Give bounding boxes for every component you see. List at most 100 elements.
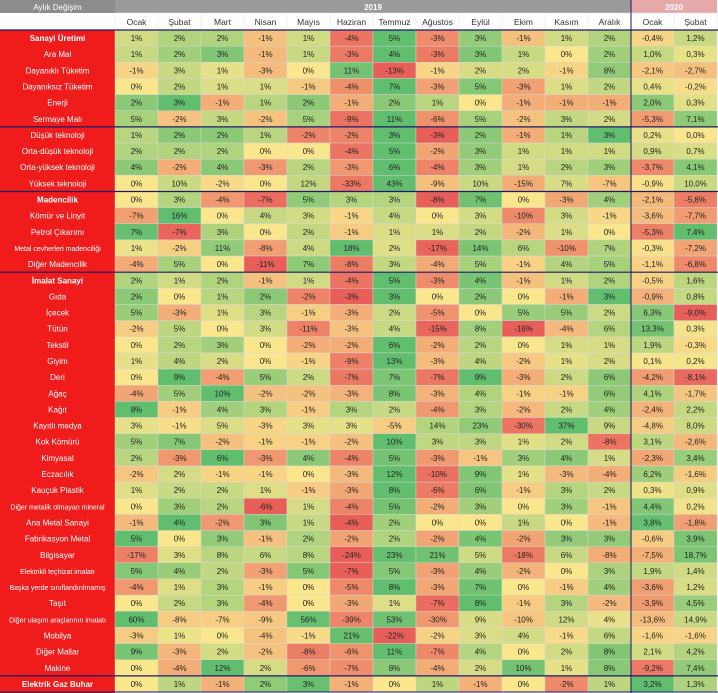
cell-value: 8% [604, 648, 616, 657]
cell-value: 0% [131, 179, 143, 188]
cell-value: 3% [475, 34, 487, 43]
cell-value: 0% [475, 99, 487, 108]
row-label: Tekstil [46, 341, 68, 350]
cell-value: 4% [174, 567, 186, 576]
cell-value: 0,9% [643, 147, 661, 156]
row-label: İçecek [46, 309, 70, 318]
cell-value: -1% [516, 599, 530, 608]
cell-value: -1% [559, 292, 573, 301]
cell-value: 0% [131, 664, 143, 673]
cell-value: -6,8% [685, 260, 706, 269]
cell-value: 1% [432, 228, 444, 237]
cell-value: -4% [344, 147, 358, 156]
cell-value: 1% [518, 470, 530, 479]
cell-value: 1,2% [686, 583, 704, 592]
cell-value: -8% [430, 196, 444, 205]
cell-value: -8% [258, 244, 272, 253]
cell-value: 10,0% [684, 179, 707, 188]
cell-value: 5% [131, 567, 143, 576]
cell-value: -3% [258, 422, 272, 431]
cell-value: 3% [604, 292, 616, 301]
cell-value: -0,2% [685, 83, 706, 92]
cell-value: -2% [129, 325, 143, 334]
cell-value: 6% [217, 454, 229, 463]
cell-value: 21% [429, 551, 445, 560]
cell-value: -2% [129, 470, 143, 479]
cell-value: -1% [301, 309, 315, 318]
row-label: Bilgisayar [40, 551, 75, 560]
cell-value: 6% [604, 389, 616, 398]
cell-value: 5% [260, 373, 272, 382]
cell-value: 2% [260, 680, 272, 689]
row-label: Metal cevherleri madenciliği [14, 246, 101, 253]
cell-value: 1% [260, 131, 272, 140]
cell-value: 2% [303, 228, 315, 237]
cell-value: 2% [217, 131, 229, 140]
cell-value: -13% [385, 66, 404, 75]
cell-value: -2% [301, 341, 315, 350]
cell-value: -4% [258, 599, 272, 608]
cell-value: -4% [430, 664, 444, 673]
cell-value: 1% [561, 131, 573, 140]
cell-value: 3% [475, 50, 487, 59]
cell-value: 18,7% [684, 551, 707, 560]
cell-value: 2% [604, 486, 616, 495]
cell-value: 9% [131, 648, 143, 657]
cell-value: 2% [475, 66, 487, 75]
row-label: Deri [50, 373, 65, 382]
cell-value: -3% [172, 309, 186, 318]
cell-value: 1% [561, 83, 573, 92]
cell-value: -3% [430, 357, 444, 366]
cell-value: 5% [518, 309, 530, 318]
cell-value: 4% [604, 583, 616, 592]
cell-value: 0% [217, 631, 229, 640]
cell-value: -22% [385, 631, 404, 640]
cell-value: 0% [131, 83, 143, 92]
year-label: 2019 [364, 3, 382, 12]
cell-value: 1% [561, 664, 573, 673]
cell-value: -8% [602, 551, 616, 560]
cell-value: 6% [604, 325, 616, 334]
cell-value: -7% [172, 228, 186, 237]
cell-value: 6% [475, 486, 487, 495]
cell-value: -2% [215, 438, 229, 447]
cell-value: -17% [127, 551, 146, 560]
cell-value: -4% [172, 664, 186, 673]
cell-value: -1,1% [642, 260, 663, 269]
cell-value: 3% [389, 131, 401, 140]
cell-value: 60% [128, 615, 144, 624]
cell-value: 6% [389, 163, 401, 172]
cell-value: 14% [429, 422, 445, 431]
cell-value: -4% [344, 276, 358, 285]
cell-value: -2% [301, 131, 315, 140]
row-label: Sanayi Üretimi [30, 34, 86, 43]
cell-value: 4,2% [686, 648, 704, 657]
cell-value: 4% [475, 389, 487, 398]
cell-value: -3% [430, 83, 444, 92]
cell-value: 0,8% [686, 292, 704, 301]
cell-value: -1% [559, 631, 573, 640]
cell-value: 2% [561, 163, 573, 172]
cell-value: 0% [260, 357, 272, 366]
cell-value: 7% [303, 260, 315, 269]
month-label: Ağustos [422, 17, 453, 27]
cell-value: -10% [557, 244, 576, 253]
cell-value: 3% [217, 599, 229, 608]
cell-value: 2% [217, 357, 229, 366]
cell-value: 2% [604, 309, 616, 318]
cell-value: 2% [389, 518, 401, 527]
cell-value: -11% [256, 260, 274, 269]
cell-value: 0% [303, 470, 315, 479]
cell-value: 1,9% [643, 567, 661, 576]
cell-value: 5% [475, 115, 487, 124]
cell-value: -4% [129, 260, 143, 269]
cell-value: 0,3% [686, 99, 704, 108]
cell-value: 2% [303, 163, 315, 172]
cell-value: 5% [303, 567, 315, 576]
cell-value: 0,3% [686, 50, 704, 59]
cell-value: -7% [129, 212, 143, 221]
cell-value: -0,3% [642, 244, 663, 253]
cell-value: -2% [559, 680, 573, 689]
month-label: Şubat [168, 17, 191, 27]
cell-value: 3% [260, 325, 272, 334]
